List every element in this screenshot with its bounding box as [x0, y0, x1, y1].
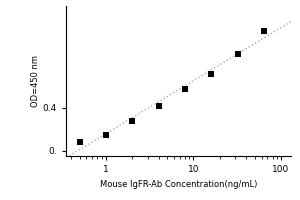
Point	[235, 53, 240, 56]
Point	[156, 104, 161, 107]
Point	[103, 133, 108, 136]
X-axis label: Mouse IgFR-Ab Concentration(ng/mL): Mouse IgFR-Ab Concentration(ng/mL)	[100, 180, 257, 189]
Point	[262, 29, 266, 32]
Point	[183, 87, 188, 90]
Y-axis label: OD=450 nm: OD=450 nm	[31, 55, 40, 107]
Point	[77, 140, 82, 144]
Point	[130, 119, 135, 122]
Point	[209, 72, 214, 75]
